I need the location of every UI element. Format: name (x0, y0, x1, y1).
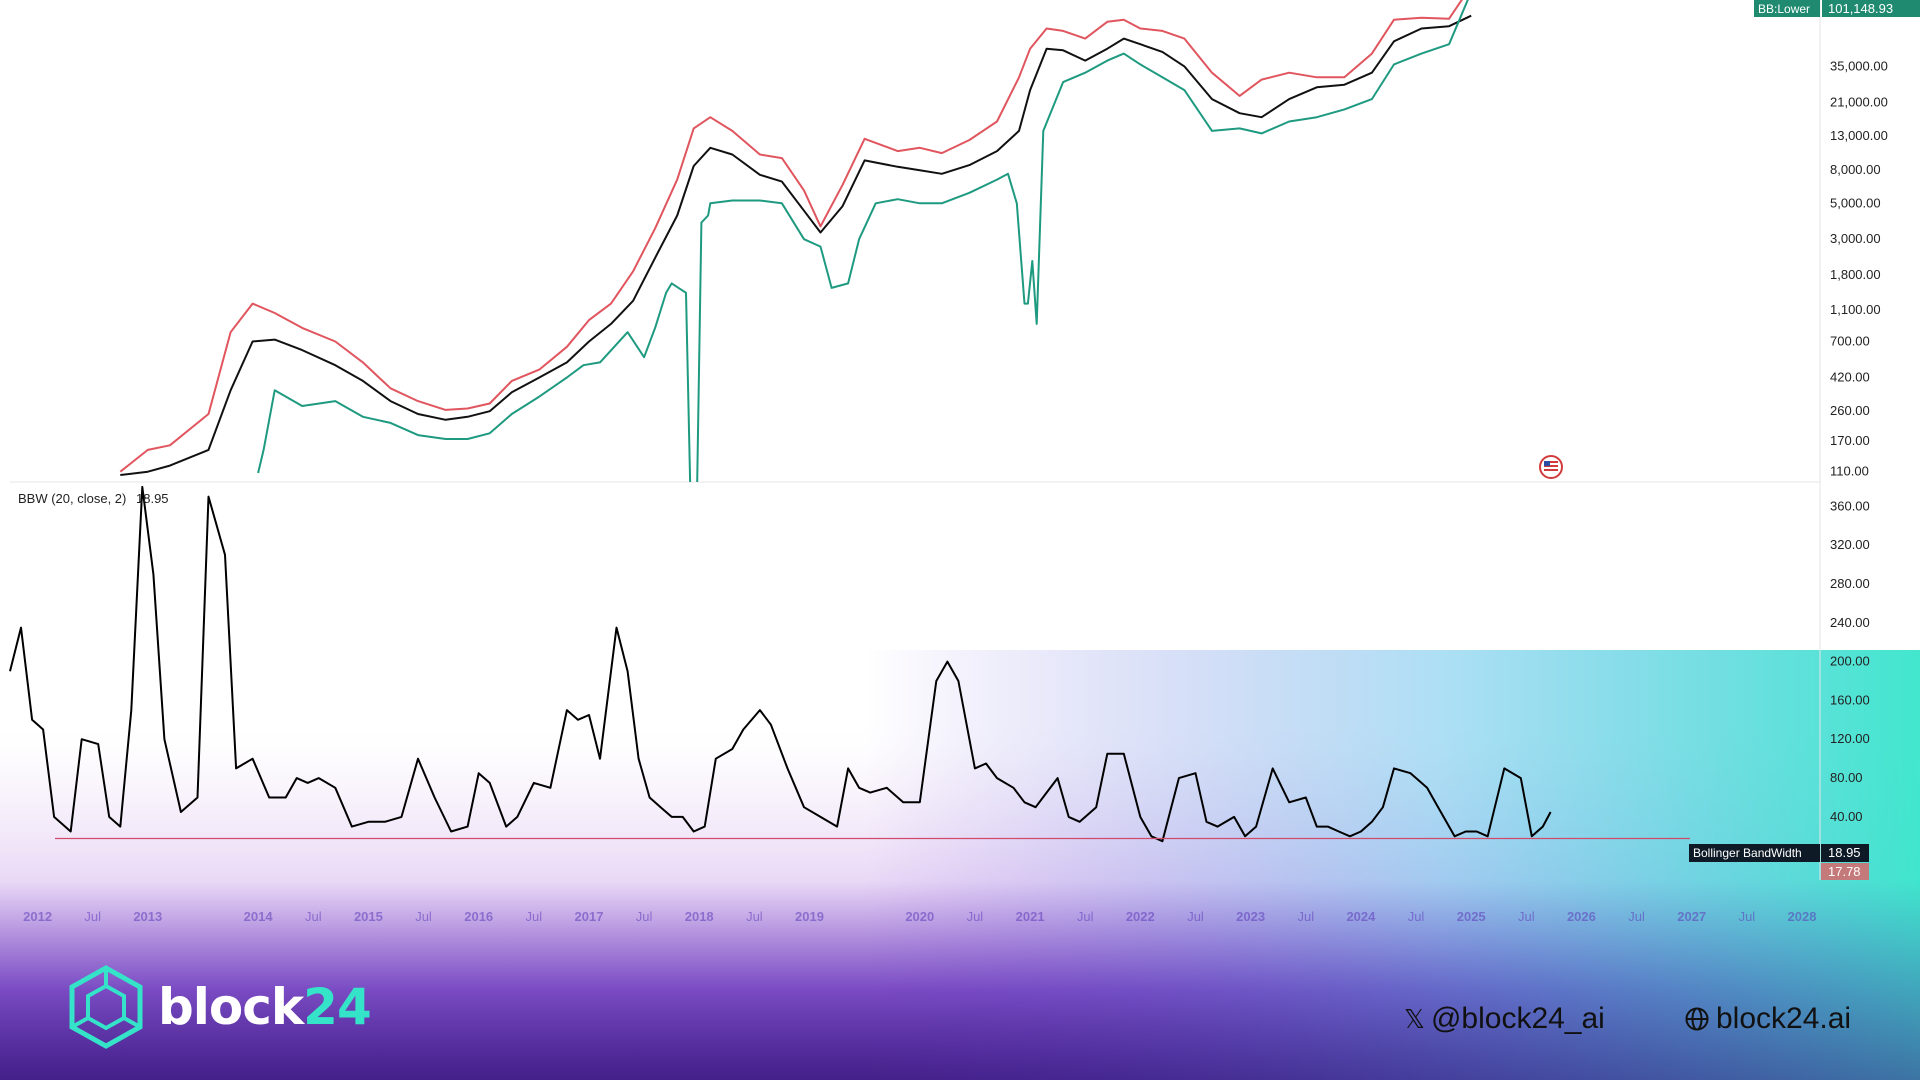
bbw-badge-label: Bollinger BandWidth (1693, 846, 1802, 860)
indicator-title-text: BBW (20, close, 2) (18, 491, 126, 506)
price-series-group (119, 0, 1472, 482)
x-tick-label: Jul (1297, 909, 1314, 924)
x-tick-label: 2021 (1016, 909, 1045, 924)
brand-name-suffix: 24 (303, 978, 372, 1036)
x-tick-label: 2012 (23, 909, 52, 924)
x-tick-label: Jul (84, 909, 101, 924)
price-tick-label: 700.00 (1830, 334, 1870, 349)
x-tick-label: Jul (1187, 909, 1204, 924)
reference-badge-value: 17.78 (1828, 864, 1861, 879)
indicator-current-value: 18.95 (136, 491, 169, 506)
bbw-badge-value: 18.95 (1828, 845, 1861, 860)
x-tick-label: 2017 (575, 909, 604, 924)
x-tick-label: 2026 (1567, 909, 1596, 924)
x-tick-label: Jul (305, 909, 322, 924)
price-tick-label: 13,000.00 (1830, 128, 1888, 143)
x-tick-label: 2018 (685, 909, 714, 924)
gradient-band-bottom (0, 880, 1920, 1080)
cube-logo-icon (69, 965, 143, 1049)
x-tick-label: Jul (967, 909, 984, 924)
twitter-handle: @block24_ai (1430, 1002, 1605, 1035)
x-tick-label: 2028 (1788, 909, 1817, 924)
price-series-lower (257, 0, 1469, 482)
us-flag-icon[interactable] (1539, 455, 1563, 479)
bbw-tick-label: 320.00 (1830, 537, 1870, 552)
reference-value-badge: 17.78 (1821, 863, 1869, 880)
x-tick-label: Jul (636, 909, 653, 924)
x-logo-icon: 𝕏 (1404, 1003, 1425, 1034)
bb-lower-badge-value: 101,148.93 (1828, 1, 1893, 16)
bbw-series-group (9, 485, 1552, 843)
bbw-tick-label: 160.00 (1830, 692, 1870, 707)
bbw-tick-label: 80.00 (1830, 770, 1863, 785)
x-tick-label: 2022 (1126, 909, 1155, 924)
price-tick-label: 8,000.00 (1830, 162, 1881, 177)
x-tick-label: 2013 (133, 909, 162, 924)
website-url: block24.ai (1716, 1002, 1852, 1035)
x-tick-label: Jul (1628, 909, 1645, 924)
x-tick-label: 2027 (1677, 909, 1706, 924)
bbw-tick-label: 40.00 (1830, 809, 1863, 824)
brand-name-prefix: block (158, 978, 304, 1036)
x-tick-label: 2015 (354, 909, 383, 924)
price-series-basis (120, 14, 1472, 476)
x-axis-ticks: 2012 Jul 2013 2014 Jul 2015 Jul 2016 Jul 2017 Jul 2… (23, 909, 1816, 924)
bbw-tick-label: 200.00 (1830, 654, 1870, 669)
x-tick-label: 2019 (795, 909, 824, 924)
x-tick-label: 2025 (1457, 909, 1486, 924)
x-tick-label: Jul (1408, 909, 1425, 924)
x-tick-label: Jul (525, 909, 542, 924)
x-tick-label: 2023 (1236, 909, 1265, 924)
x-tick-label: Jul (1739, 909, 1756, 924)
price-tick-label: 3,000.00 (1830, 231, 1881, 246)
x-tick-label: 2016 (464, 909, 493, 924)
x-tick-label: Jul (1518, 909, 1535, 924)
bb-lower-badge-label: BB:Lower (1758, 2, 1810, 16)
bbw-tick-label: 280.00 (1830, 576, 1870, 591)
price-tick-label: 420.00 (1830, 370, 1870, 385)
x-tick-label: 2024 (1346, 909, 1376, 924)
indicator-title: BBW (20, close, 2) 18.95 (18, 491, 169, 506)
bbw-tick-label: 120.00 (1830, 731, 1870, 746)
price-series-upper (119, 0, 1463, 473)
x-tick-label: Jul (415, 909, 432, 924)
price-tick-label: 1,800.00 (1830, 267, 1881, 282)
bbw-axis-ticks: 40.00 80.00 120.00 160.00 200.00 240.00 280.00… (1830, 498, 1870, 824)
price-tick-label: 21,000.00 (1830, 94, 1888, 109)
brand-name: block24 (158, 978, 372, 1036)
x-tick-label: Jul (1077, 909, 1094, 924)
price-tick-label: 1,100.00 (1830, 302, 1881, 317)
price-axis-ticks: 110.00 170.00 260.00 420.00 700.00 1,100.00 1,… (1830, 58, 1888, 478)
price-tick-label: 170.00 (1830, 433, 1870, 448)
bbw-tick-label: 240.00 (1830, 615, 1870, 630)
bbw-tick-label: 360.00 (1830, 498, 1870, 513)
price-tick-label: 110.00 (1830, 464, 1869, 479)
x-tick-label: 2014 (244, 909, 274, 924)
bb-lower-badge: BB:Lower 101,148.93 (1754, 0, 1920, 17)
price-tick-label: 35,000.00 (1830, 58, 1888, 73)
twitter-link[interactable]: 𝕏 @block24_ai (1404, 1002, 1605, 1036)
x-tick-label: 2020 (905, 909, 934, 924)
brand-logo[interactable]: block24 (68, 964, 372, 1050)
website-link[interactable]: block24.ai (1684, 1002, 1851, 1036)
price-tick-label: 5,000.00 (1830, 195, 1881, 210)
bbw-value-badge: Bollinger BandWidth 18.95 (1689, 844, 1869, 862)
price-tick-label: 260.00 (1830, 403, 1870, 418)
globe-icon (1685, 1007, 1709, 1031)
bbw-series-bbw (9, 485, 1552, 843)
x-tick-label: Jul (746, 909, 763, 924)
